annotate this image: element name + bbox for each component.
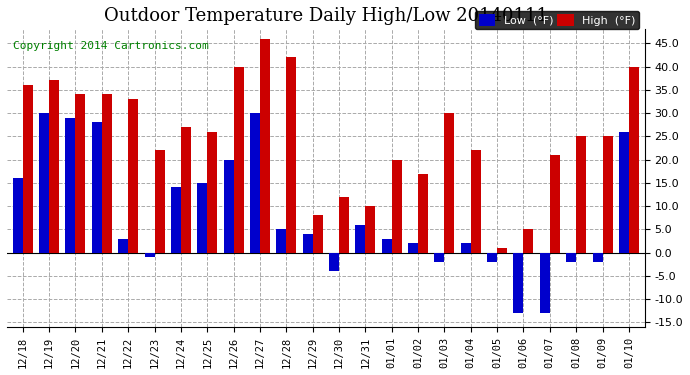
Bar [576, 136, 586, 253]
Bar [181, 127, 191, 253]
Bar [629, 66, 639, 253]
Bar [49, 81, 59, 253]
Bar [276, 230, 286, 253]
Bar [444, 113, 455, 253]
Bar [540, 253, 550, 313]
Bar [382, 238, 392, 253]
Bar [23, 85, 32, 253]
Bar [619, 132, 629, 253]
Bar [602, 136, 613, 253]
Bar [286, 57, 296, 253]
Bar [75, 94, 86, 253]
Bar [471, 150, 481, 253]
Bar [487, 253, 497, 262]
Bar [418, 174, 428, 253]
Legend: Low  (°F), High  (°F): Low (°F), High (°F) [475, 11, 639, 29]
Bar [408, 243, 418, 253]
Bar [497, 248, 507, 253]
Bar [66, 118, 75, 253]
Bar [513, 253, 524, 313]
Bar [313, 215, 323, 253]
Bar [207, 132, 217, 253]
Text: Copyright 2014 Cartronics.com: Copyright 2014 Cartronics.com [13, 41, 209, 51]
Bar [339, 197, 349, 253]
Bar [566, 253, 576, 262]
Bar [524, 230, 533, 253]
Bar [12, 178, 23, 253]
Bar [224, 160, 234, 253]
Bar [144, 253, 155, 257]
Bar [355, 225, 366, 253]
Bar [303, 234, 313, 253]
Bar [128, 99, 138, 253]
Bar [39, 113, 49, 253]
Bar [593, 253, 602, 262]
Bar [155, 150, 164, 253]
Bar [234, 66, 244, 253]
Bar [197, 183, 207, 253]
Bar [118, 238, 128, 253]
Bar [435, 253, 444, 262]
Bar [92, 122, 102, 253]
Title: Outdoor Temperature Daily High/Low 20140111: Outdoor Temperature Daily High/Low 20140… [104, 7, 548, 25]
Bar [461, 243, 471, 253]
Bar [366, 206, 375, 253]
Bar [392, 160, 402, 253]
Bar [550, 155, 560, 253]
Bar [260, 39, 270, 253]
Bar [171, 188, 181, 253]
Bar [250, 113, 260, 253]
Bar [102, 94, 112, 253]
Bar [329, 253, 339, 271]
